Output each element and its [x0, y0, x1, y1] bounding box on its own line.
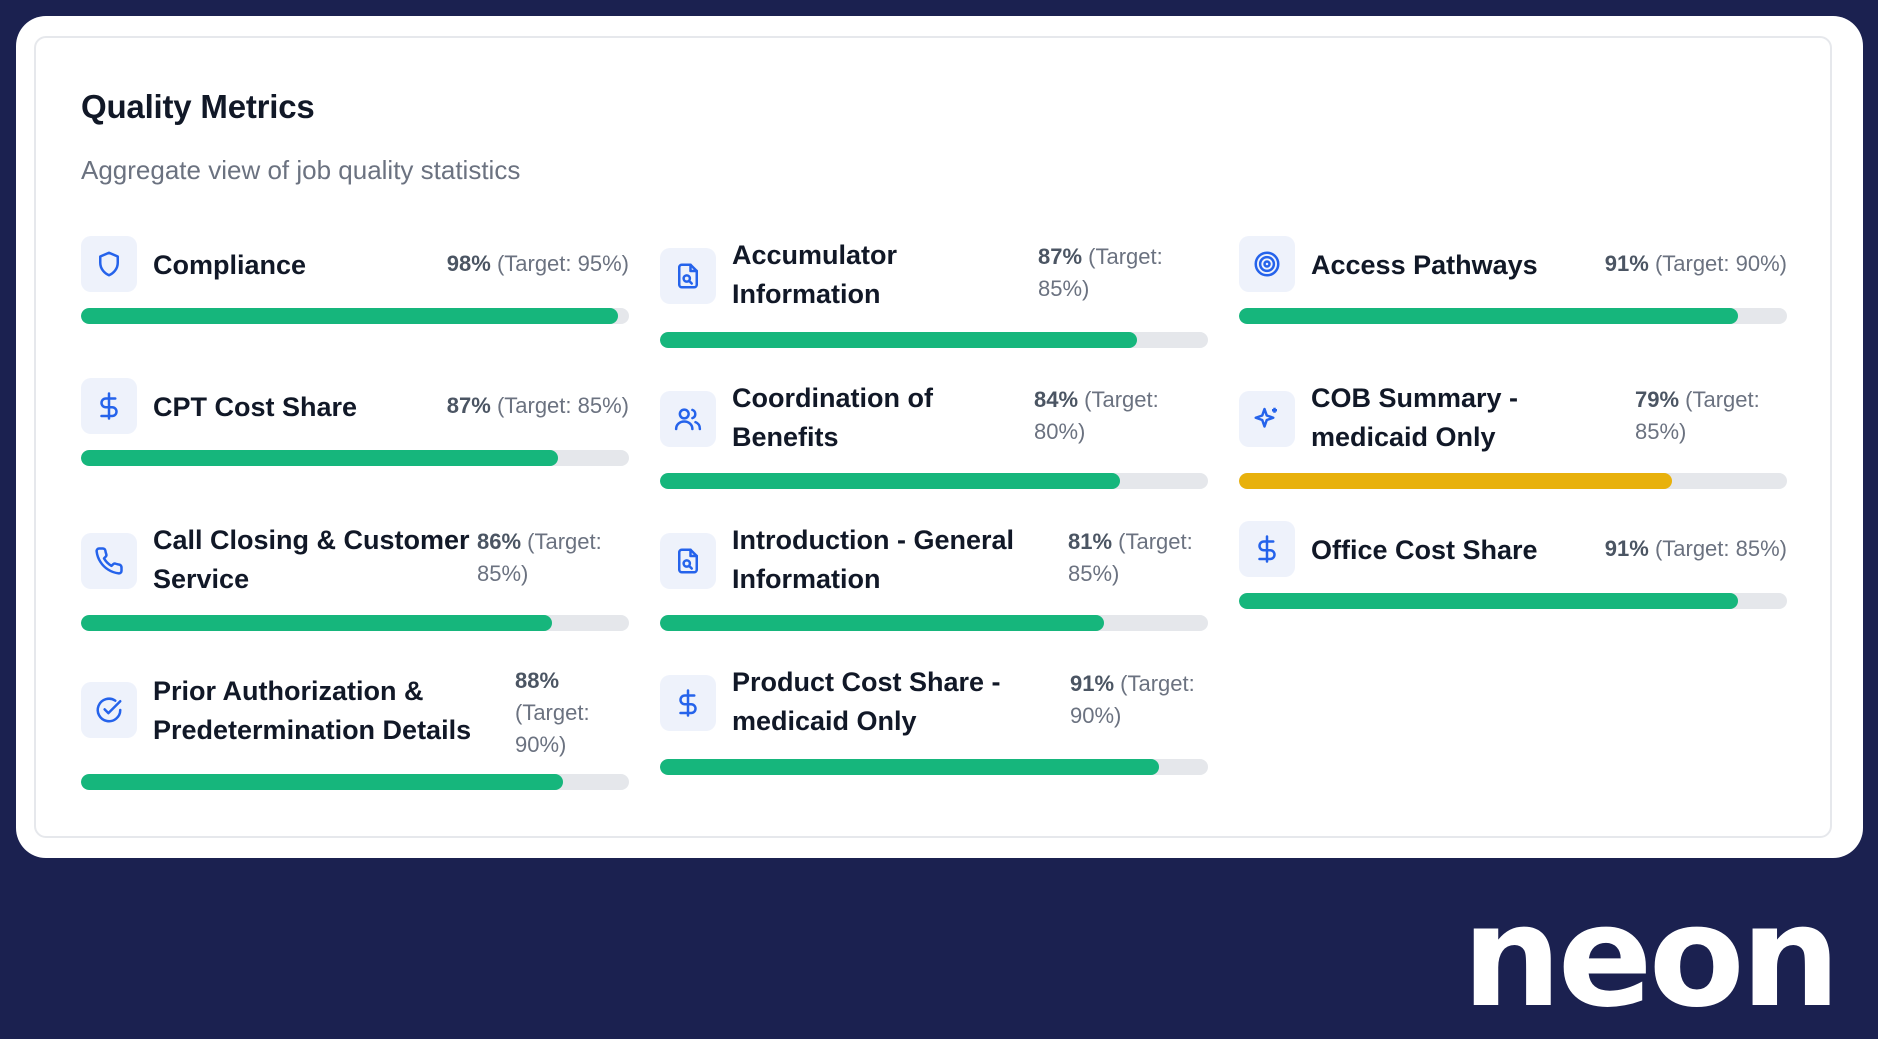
- progress-fill: [660, 759, 1159, 775]
- metric-stat: 98% (Target: 95%): [446, 251, 629, 276]
- progress-fill: [81, 615, 553, 631]
- progress-fill: [81, 308, 619, 324]
- document-search-icon: [660, 533, 716, 589]
- metric-coordination-of-benefits: Coordination of Benefits 84% (Target: 80…: [660, 383, 1208, 493]
- metric-label: COB Summary - medicaid Only: [1311, 383, 1519, 452]
- metric-stat: 81% (Target: 85%): [1068, 529, 1193, 586]
- progress-bar: [1239, 473, 1787, 489]
- metric-stat: 84% (Target: 80%): [1034, 387, 1159, 444]
- dollar-icon: [81, 378, 137, 434]
- progress-fill: [1239, 593, 1738, 609]
- progress-bar: [660, 615, 1208, 631]
- dollar-icon: [1239, 521, 1295, 577]
- progress-bar: [81, 450, 629, 466]
- progress-bar: [660, 473, 1208, 489]
- progress-fill: [660, 473, 1121, 489]
- metric-label: CPT Cost Share: [153, 392, 358, 422]
- page-title: Quality Metrics: [81, 88, 315, 125]
- progress-bar: [81, 774, 629, 790]
- progress-fill: [660, 332, 1137, 348]
- progress-fill: [660, 615, 1104, 631]
- metric-label: Introduction - General Information: [732, 525, 1015, 594]
- quality-metrics-card: [34, 36, 1832, 838]
- metric-label: Call Closing & Customer Service: [153, 525, 470, 594]
- metric-cob-summary-medicaid-only: COB Summary - medicaid Only 79% (Target:…: [1239, 383, 1787, 493]
- progress-fill: [1239, 308, 1738, 324]
- progress-fill: [81, 774, 564, 790]
- shield-icon: [81, 236, 137, 292]
- sparkles-icon: [1239, 391, 1295, 447]
- phone-icon: [81, 533, 137, 589]
- metric-stat: 91% (Target: 90%): [1070, 671, 1195, 728]
- metric-accumulator-information: Accumulator Information 87% (Target: 85%…: [660, 240, 1208, 350]
- metric-label: Office Cost Share: [1311, 535, 1538, 565]
- metric-stat: 87% (Target: 85%): [446, 393, 629, 418]
- metric-stat: 88% (Target: 90%): [515, 668, 590, 757]
- progress-bar: [660, 759, 1208, 775]
- metric-label: Coordination of Benefits: [732, 383, 933, 452]
- metric-label: Access Pathways: [1311, 250, 1538, 280]
- metric-stat: 86% (Target: 85%): [477, 529, 602, 586]
- progress-fill: [81, 450, 558, 466]
- progress-bar: [1239, 308, 1787, 324]
- progress-bar: [81, 308, 629, 324]
- metric-call-closing-customer-service: Call Closing & Customer Service 86% (Tar…: [81, 525, 629, 635]
- metric-compliance: Compliance 98% (Target: 95%): [81, 236, 629, 326]
- metric-label: Accumulator Information: [732, 240, 898, 309]
- metric-cpt-cost-share: CPT Cost Share 87% (Target: 85%): [81, 378, 629, 468]
- metric-product-cost-share-medicaid-only: Product Cost Share - medicaid Only 91% (…: [660, 667, 1208, 777]
- metric-access-pathways: Access Pathways 91% (Target: 90%): [1239, 236, 1787, 326]
- metric-stat: 87% (Target: 85%): [1038, 244, 1163, 301]
- check-circle-icon: [81, 682, 137, 738]
- progress-bar: [660, 332, 1208, 348]
- document-search-icon: [660, 248, 716, 304]
- progress-fill: [1239, 473, 1672, 489]
- neon-logo: neon: [1462, 876, 1840, 1039]
- metric-label: Prior Authorization & Predetermination D…: [153, 676, 472, 745]
- metric-label: Compliance: [153, 250, 307, 280]
- metric-office-cost-share: Office Cost Share 91% (Target: 85%): [1239, 521, 1787, 611]
- metric-stat: 79% (Target: 85%): [1635, 387, 1760, 444]
- metric-stat: 91% (Target: 85%): [1604, 536, 1787, 561]
- page-subtitle: Aggregate view of job quality statistics: [81, 155, 521, 185]
- metric-prior-authorization: Prior Authorization & Predetermination D…: [81, 668, 629, 790]
- metric-introduction-general-information: Introduction - General Information 81% (…: [660, 525, 1208, 635]
- dollar-icon: [660, 675, 716, 731]
- users-icon: [660, 391, 716, 447]
- progress-bar: [1239, 593, 1787, 609]
- metric-stat: 91% (Target: 90%): [1604, 251, 1787, 276]
- metric-label: Product Cost Share - medicaid Only: [732, 667, 1001, 736]
- progress-bar: [81, 615, 629, 631]
- target-icon: [1239, 236, 1295, 292]
